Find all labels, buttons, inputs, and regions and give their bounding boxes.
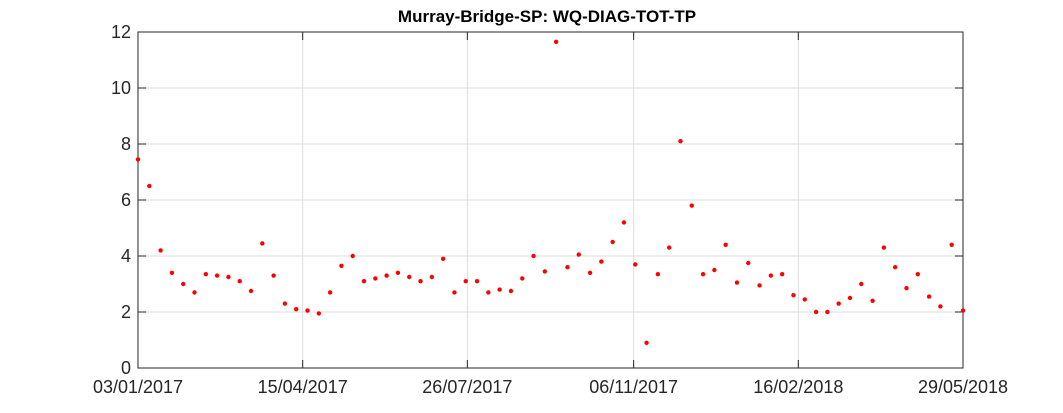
data-point — [135, 157, 141, 162]
y-tick-label: 4 — [121, 246, 131, 266]
data-point — [666, 245, 672, 250]
data-point — [497, 287, 502, 292]
data-point — [486, 290, 491, 295]
data-point — [226, 274, 231, 280]
data-point — [960, 308, 966, 313]
data-point — [689, 203, 694, 208]
data-point — [418, 279, 423, 284]
data-point — [621, 220, 627, 225]
data-point — [565, 265, 570, 270]
data-point — [576, 252, 581, 257]
data-point — [734, 280, 740, 285]
y-tick-label: 12 — [111, 22, 131, 42]
data-point — [904, 286, 909, 291]
data-point — [949, 242, 954, 247]
data-point — [294, 307, 299, 312]
data-point — [553, 39, 559, 44]
data-point — [926, 294, 932, 299]
data-point — [181, 281, 186, 287]
data-point — [768, 273, 774, 278]
data-point — [587, 270, 593, 275]
data-point — [802, 297, 807, 302]
data-point — [870, 298, 875, 303]
data-point — [531, 253, 536, 259]
x-tick-label: 29/05/2018 — [918, 377, 1008, 397]
data-point — [282, 301, 288, 306]
data-point — [316, 311, 322, 316]
data-point — [260, 241, 265, 246]
points-layer — [135, 39, 966, 345]
data-point — [147, 183, 152, 189]
x-tick-label: 16/02/2018 — [753, 377, 843, 397]
data-point — [384, 273, 389, 278]
data-point — [520, 276, 525, 281]
data-point — [203, 272, 209, 277]
data-point — [271, 273, 276, 278]
data-point — [746, 260, 751, 266]
data-point — [327, 290, 333, 295]
y-tick-label: 8 — [121, 134, 131, 154]
y-tick-label: 0 — [121, 358, 131, 378]
data-point — [779, 272, 785, 277]
x-tick-label: 26/07/2017 — [422, 377, 512, 397]
data-point — [169, 270, 175, 275]
data-point — [508, 288, 514, 294]
data-point — [700, 272, 706, 277]
x-tick-label: 15/04/2017 — [258, 377, 348, 397]
y-tick-label: 10 — [111, 78, 131, 98]
data-point — [452, 290, 457, 295]
axes-layer: 03/01/2017 15/04/2017 26/07/2017 06/11/2017… — [93, 22, 1008, 397]
data-point — [214, 273, 220, 278]
data-point — [599, 259, 604, 264]
data-point — [158, 248, 163, 253]
data-point — [440, 256, 446, 261]
data-point — [542, 269, 548, 274]
data-point — [350, 253, 355, 259]
data-point — [463, 279, 468, 284]
data-point — [474, 279, 480, 284]
data-point — [723, 242, 728, 247]
y-tick-label: 6 — [121, 190, 131, 210]
data-point — [407, 274, 412, 280]
data-point — [859, 281, 864, 287]
data-point — [644, 340, 649, 345]
data-point — [712, 267, 717, 273]
data-point — [339, 263, 344, 268]
data-point — [938, 304, 943, 309]
data-point — [825, 309, 830, 315]
data-point — [610, 239, 615, 245]
data-point — [836, 301, 841, 306]
data-point — [633, 262, 638, 267]
data-point — [373, 276, 378, 281]
data-point — [655, 272, 661, 277]
data-point — [892, 265, 898, 270]
y-tick-label: 2 — [121, 302, 131, 322]
data-point — [305, 308, 310, 313]
data-point — [915, 272, 920, 277]
data-point — [881, 245, 887, 250]
grid-layer — [137, 31, 964, 369]
data-point — [813, 309, 819, 315]
data-point — [791, 293, 796, 298]
data-point — [757, 283, 762, 288]
data-point — [847, 295, 853, 301]
data-point — [248, 288, 254, 294]
data-point — [678, 139, 683, 144]
data-point — [237, 279, 242, 284]
data-point — [429, 274, 435, 280]
x-tick-label: 06/11/2017 — [589, 377, 678, 397]
data-point — [361, 279, 367, 284]
data-point — [395, 270, 401, 275]
chart-title: Murray-Bridge-SP: WQ-DIAG-TOT-TP — [398, 7, 696, 26]
data-point — [192, 290, 197, 295]
x-tick-label: 03/01/2017 — [93, 377, 183, 397]
